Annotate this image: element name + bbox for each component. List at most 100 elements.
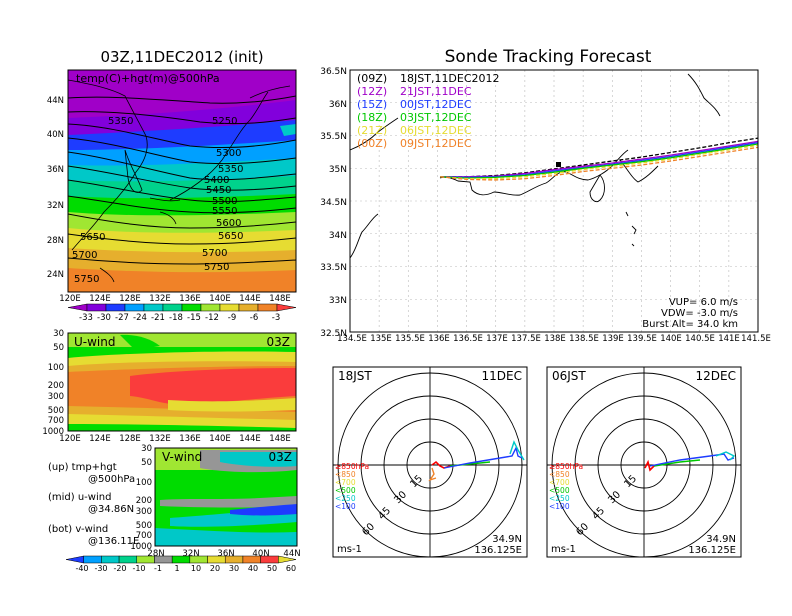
lat-tick: 44N <box>47 96 64 106</box>
pressure-legend-item: <100 <box>549 502 570 511</box>
legend-time: 03JST,12DEC <box>400 111 472 124</box>
colorbar-swatch <box>224 555 244 564</box>
note-bot-line1: (bot) v-wind <box>48 524 108 535</box>
colorbar-tick: 1 <box>174 564 179 573</box>
pressure-tick: 300 <box>48 392 64 402</box>
lon-tick: 124E <box>89 294 111 304</box>
colorbar-swatch <box>67 303 88 312</box>
pressure-tick: 50 <box>53 343 64 353</box>
colorbar-tick: -6 <box>250 313 258 323</box>
lon-tick: 134.5E <box>337 334 367 344</box>
colorbar-swatch <box>86 303 107 312</box>
polar-unit: ms-1 <box>551 544 576 555</box>
lon-tick: 128E <box>119 434 141 444</box>
track-series-line <box>440 143 758 179</box>
colorbar-tick: 60 <box>286 564 296 573</box>
pressure-tick: 1000 <box>42 427 64 437</box>
legend-time: 18JST,11DEC2012 <box>400 72 500 85</box>
contour-label: 5500 <box>212 196 237 207</box>
contour-label: 5250 <box>212 116 237 127</box>
lon-tick: 144E <box>239 294 261 304</box>
colorbar-tick: -40 <box>75 564 88 573</box>
launch-marker <box>556 162 561 167</box>
lon-tick: 135E <box>370 334 392 344</box>
lon-tick: 138.5E <box>569 334 599 344</box>
colorbar-tick: -3 <box>272 313 280 323</box>
colorbar-tick: 10 <box>191 564 201 573</box>
lon-tick: 137E <box>486 334 508 344</box>
track-series-line <box>440 140 758 178</box>
pressure-tick: 200 <box>136 496 152 506</box>
colorbar-tick: 40 <box>248 564 258 573</box>
lon-tick: 120E <box>59 294 81 304</box>
pressure-legend-item: <500 <box>335 486 356 495</box>
note-up-line2: @500hPa <box>88 474 135 485</box>
polar-lat: 34.9N <box>492 534 522 545</box>
descent-rate: VDW= -3.0 m/s <box>661 308 738 319</box>
colorbar-tick: -1 <box>154 564 162 573</box>
contour-label: 5350 <box>218 164 243 175</box>
polar-lon: 136.125E <box>474 545 522 556</box>
lat-tick: 36N <box>329 100 347 110</box>
contour-label: 5750 <box>204 262 229 273</box>
lon-tick: 137.5E <box>511 334 541 344</box>
colorbar-tick: 50 <box>267 564 277 573</box>
colorbar-swatch <box>181 303 202 312</box>
colorbar-swatch <box>136 555 155 564</box>
note-mid-line1: (mid) u-wind <box>48 492 111 503</box>
legend-time: 09JST,12DEC <box>400 137 472 150</box>
pressure-tick: 700 <box>136 531 152 541</box>
lat-tick: 36.5N <box>320 67 347 77</box>
contour-label: 5400 <box>204 175 229 186</box>
lon-tick: 141.5E <box>741 334 771 344</box>
lat-tick: 40N <box>47 130 64 140</box>
polar-date: 11DEC <box>482 369 522 383</box>
colorbar-swatch <box>83 555 102 564</box>
contour-label: 5550 <box>212 206 237 217</box>
pressure-legend-item: ≥850hPa <box>335 462 369 471</box>
ascent-rate: VUP= 6.0 m/s <box>669 297 738 308</box>
colorbar-tick: -33 <box>79 313 93 323</box>
lon-tick: 148E <box>269 434 291 444</box>
contour-label: 5350 <box>108 116 133 127</box>
legend-run: (00Z) <box>357 137 387 150</box>
temperature-colorbar-labels: -33 -30 -27 -24 -21 -18 -15 -12 -9 -6 -3 <box>79 313 280 323</box>
contour-label: 5600 <box>216 218 241 229</box>
lon-tick: 138E <box>544 334 566 344</box>
pressure-legend-item: <250 <box>335 494 356 503</box>
colorbar-tick: -30 <box>97 313 111 323</box>
pressure-tick: 500 <box>48 406 64 416</box>
contour-label: 5750 <box>74 274 99 285</box>
pressure-tick: 200 <box>48 381 64 391</box>
lon-tick: 135.5E <box>395 334 425 344</box>
contour-label: 5300 <box>216 148 241 159</box>
colorbar-swatch <box>143 303 164 312</box>
lon-tick: 140E <box>209 294 231 304</box>
pressure-tick: 1000 <box>130 542 152 552</box>
colorbar-swatch <box>257 303 278 312</box>
hodograph-trace <box>443 445 523 469</box>
lon-tick: 136E <box>179 434 201 444</box>
colorbar-tick: -10 <box>132 564 145 573</box>
right-title: Sonde Tracking Forecast <box>445 47 652 67</box>
contour-label: 5650 <box>80 232 105 243</box>
pressure-legend-right: ≥850hPa <850 <700 <500 <250 <100 <box>549 462 583 511</box>
lon-tick: 148E <box>269 294 291 304</box>
pressure-legend-left: ≥850hPa <850 <700 <500 <250 <100 <box>335 462 369 511</box>
track-legend: (09Z) 18JST,11DEC2012 (12Z) 21JST,11DEC … <box>357 72 500 150</box>
lon-tick: 141E <box>718 334 740 344</box>
polar-plot-06jst: 06JST 12DEC 15 30 45 60 ms-1 34.9N 136.1… <box>546 366 742 558</box>
colorbar-swatch <box>207 555 226 564</box>
polar-plot-18jst: 18JST 11DEC 15 30 45 60 ms-1 34.9N 136.1… <box>332 366 528 558</box>
lon-tick: 124E <box>89 434 111 444</box>
pressure-legend-item: ≥850hPa <box>549 462 583 471</box>
contour-label: 5650 <box>218 231 243 242</box>
lat-tick: 32N <box>182 549 199 559</box>
lon-tick: 136.5E <box>453 334 483 344</box>
u-wind-time: 03Z <box>267 335 291 349</box>
lat-tick: 33N <box>329 296 347 306</box>
temp-height-map: 5250 5350 5300 5350 5400 5450 5500 5550 … <box>47 69 297 304</box>
panel-notes: (up) tmp+hgt @500hPa (mid) u-wind @34.86… <box>48 462 139 547</box>
lat-tick: 35N <box>329 165 347 175</box>
colorbar-swatch <box>65 555 84 564</box>
